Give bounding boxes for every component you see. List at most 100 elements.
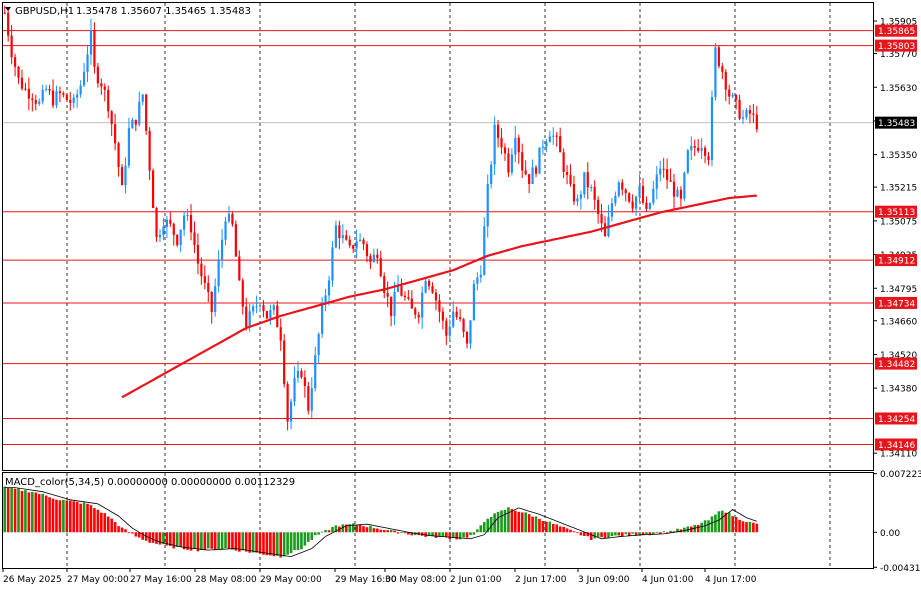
macd-bar	[89, 505, 93, 533]
horizontal-levels	[3, 30, 873, 445]
candle-body	[714, 47, 717, 98]
candle-body	[258, 305, 262, 307]
candle-body	[455, 311, 458, 318]
candle-body	[245, 306, 248, 328]
macd-bar	[169, 532, 172, 546]
candle-body	[345, 235, 348, 240]
symbol-label: GBPUSD,H1	[15, 6, 74, 17]
candle-body	[220, 239, 224, 260]
candle-body	[386, 292, 389, 297]
macd-bar	[344, 524, 348, 533]
macd-bar	[251, 532, 255, 553]
candle-body	[189, 214, 193, 233]
candle-body	[493, 124, 496, 165]
candle-body	[672, 181, 676, 197]
candle-body	[331, 247, 334, 281]
candle-body	[289, 401, 293, 422]
macd-bar	[79, 503, 82, 533]
candle-body	[483, 226, 486, 275]
candle-body	[638, 185, 641, 197]
candle-body	[728, 89, 731, 97]
macd-bar	[327, 530, 331, 533]
candle-body	[507, 153, 510, 173]
macd-bar	[124, 529, 127, 533]
ma-line	[121, 194, 757, 399]
macd-bar	[524, 512, 527, 533]
macd-bar	[472, 532, 476, 535]
macd-bar	[527, 514, 531, 533]
macd-bar	[155, 532, 158, 544]
macd-bar	[520, 512, 524, 533]
time-tick-label: 3 Jun 09:00	[578, 575, 630, 585]
macd-bar	[545, 521, 548, 533]
candle-body	[427, 280, 431, 287]
macd-bar	[551, 523, 555, 533]
macd-bar	[496, 511, 500, 533]
candle-body	[400, 286, 403, 296]
candle-body	[500, 137, 503, 148]
macd-bar	[645, 532, 648, 535]
time-tick-label: 4 Jun 17:00	[705, 575, 757, 585]
time-tick-label: 29 May 00:00	[260, 575, 322, 585]
candle-body	[624, 189, 627, 194]
macd-bar	[17, 488, 20, 533]
macd-bar	[75, 501, 79, 533]
candle-body	[86, 54, 89, 72]
macd-bar	[389, 529, 393, 533]
candle-body	[207, 282, 210, 293]
macd-bar	[20, 490, 24, 533]
macd-bar	[696, 524, 700, 533]
candle-body	[127, 128, 131, 166]
candle-body	[597, 199, 600, 214]
candle-body	[145, 94, 148, 131]
macd-bar	[27, 492, 31, 533]
candle-body	[20, 77, 24, 89]
price-tick-label: 1.34795	[880, 285, 917, 295]
macd-bar	[206, 532, 210, 549]
macd-bar	[755, 523, 759, 533]
candle-body	[652, 188, 655, 204]
candle-body	[138, 101, 141, 125]
candle-body	[248, 311, 251, 328]
candle-body	[279, 327, 282, 341]
candle-body	[272, 305, 275, 311]
candle-body	[27, 88, 30, 99]
level-label: 1.34912	[878, 257, 915, 267]
macd-bar	[586, 532, 590, 537]
macd-bar	[731, 516, 734, 533]
candle-body	[648, 203, 651, 209]
candle-body	[476, 277, 479, 284]
macd-bar	[37, 494, 41, 533]
candle-body	[31, 98, 34, 100]
candle-body	[634, 196, 638, 209]
macd-bar	[113, 522, 117, 533]
time-axis: 26 May 2025 27 May 00:00 27 May 16:00 28 Ma…	[2, 568, 757, 585]
macd-bar	[58, 500, 62, 533]
macd-bar	[186, 532, 189, 550]
candle-body	[662, 168, 665, 170]
macd-bar	[320, 531, 324, 533]
candle-body	[748, 110, 752, 114]
macd-bar	[624, 532, 628, 535]
candle-body	[610, 203, 614, 217]
candle-body	[314, 355, 317, 389]
macd-bar	[96, 509, 100, 533]
candle-body	[255, 306, 258, 308]
macd-bar	[710, 516, 714, 533]
candle-body	[593, 187, 596, 200]
chevron-down-icon[interactable]	[5, 7, 11, 11]
macd-tick-label: 0.00	[880, 529, 900, 539]
candle-body	[262, 305, 265, 312]
macd-bar	[41, 493, 44, 533]
macd-bar	[382, 529, 386, 533]
candle-body	[134, 119, 137, 125]
candle-body	[569, 174, 572, 185]
candle-body	[114, 124, 117, 144]
macd-bar	[658, 532, 662, 534]
candle-body	[562, 152, 565, 173]
macd-bar	[120, 527, 124, 533]
candle-body	[603, 223, 607, 237]
candle-body	[13, 57, 17, 67]
